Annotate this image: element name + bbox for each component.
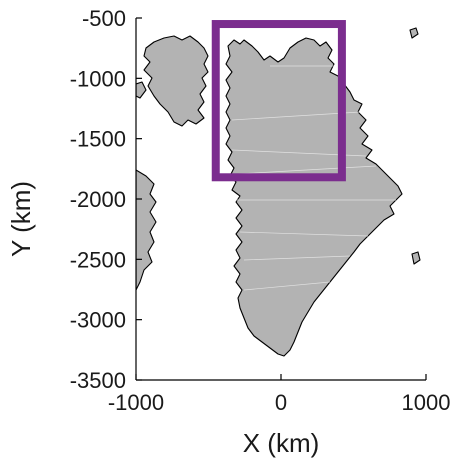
y-tick-label: -3500 bbox=[70, 368, 126, 393]
baffin-island bbox=[136, 169, 157, 291]
x-axis-ticks: -1000 0 1000 bbox=[108, 374, 451, 415]
x-tick-label: -1000 bbox=[108, 390, 164, 415]
small-island-right-bottom bbox=[411, 251, 421, 265]
y-axis-title: Y (km) bbox=[6, 181, 36, 257]
small-island-right-top bbox=[409, 27, 419, 39]
ellesmere-island bbox=[143, 35, 209, 127]
y-tick-label: -2000 bbox=[70, 187, 126, 212]
mesh-lines bbox=[231, 65, 396, 291]
y-axis-ticks: -500 -1000 -1500 -2000 -2500 -3000 -3500 bbox=[70, 6, 142, 393]
y-tick-label: -500 bbox=[82, 6, 126, 31]
y-tick-label: -1000 bbox=[70, 66, 126, 91]
x-tick-label: 1000 bbox=[402, 390, 451, 415]
region-box bbox=[211, 20, 346, 182]
y-tick-label: -2500 bbox=[70, 247, 126, 272]
greenland-landmass bbox=[225, 37, 403, 357]
land-layer bbox=[136, 27, 421, 357]
x-axis-title: X (km) bbox=[243, 428, 320, 458]
y-tick-label: -1500 bbox=[70, 127, 126, 152]
x-tick-label: 0 bbox=[275, 390, 287, 415]
small-island-left bbox=[136, 81, 147, 99]
y-tick-label: -3000 bbox=[70, 308, 126, 333]
